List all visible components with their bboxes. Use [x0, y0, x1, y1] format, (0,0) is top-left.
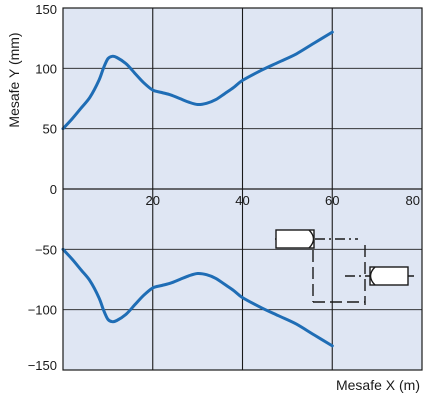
y-tick-label: −150	[28, 358, 57, 373]
series-layer	[61, 30, 334, 348]
y-tick-label: 0	[50, 182, 57, 197]
y-axis-label: Mesafe Y (mm)	[6, 32, 22, 127]
grid	[63, 8, 422, 370]
y-tick-label: −50	[35, 242, 57, 257]
x-axis-label: Mesafe X (m)	[336, 377, 420, 393]
series-line-lower	[61, 247, 334, 348]
y-tick-label: −100	[28, 303, 57, 318]
x-tick-label: 60	[325, 193, 339, 208]
x-tick-label: 20	[146, 193, 160, 208]
y-tick-label: 150	[35, 2, 57, 17]
series-line-upper	[61, 30, 334, 131]
x-tick-label: 40	[235, 193, 249, 208]
lens-diagram-illustration	[275, 229, 414, 305]
y-tick-label: 50	[43, 122, 57, 137]
plot-frame	[62, 7, 423, 371]
x-tick-label: 80	[406, 193, 420, 208]
tick-labels: 150 100 50 0 −50 −100 −150 20 40 60 80	[28, 2, 420, 373]
y-tick-label: 100	[35, 61, 57, 76]
